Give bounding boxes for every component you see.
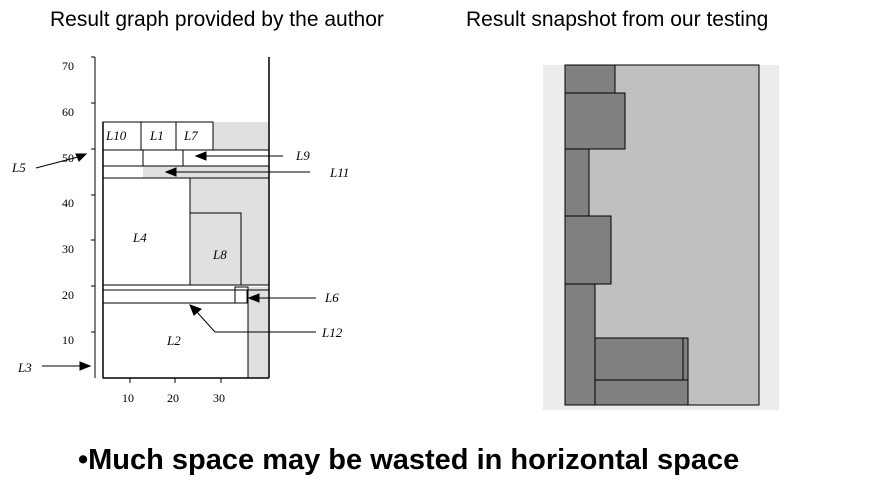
label-L8: L8 [212, 247, 227, 262]
snapshot-block [564, 92, 626, 150]
snapshot-block [564, 64, 616, 94]
caption-author-graph: Result graph provided by the author [50, 8, 384, 31]
snapshot-block [564, 148, 590, 217]
snapshot-block [564, 283, 596, 406]
rect-L9 [102, 149, 270, 167]
y-tick-label: 40 [62, 196, 74, 210]
x-axis-ticks [129, 378, 222, 383]
waste-region-right-column [190, 178, 269, 285]
snapshot-block [594, 337, 684, 381]
label-L3: L3 [17, 360, 32, 375]
y-tick-label: 70 [62, 59, 74, 73]
label-L10: L10 [105, 128, 127, 143]
rect-L12 [102, 289, 248, 304]
x-tick-label: 30 [213, 391, 225, 405]
y-tick-label: 50 [62, 151, 74, 165]
snapshot-block [594, 379, 689, 406]
waste-region-top-right [213, 122, 269, 150]
label-L9: L9 [295, 148, 310, 163]
label-L4: L4 [132, 230, 147, 245]
test-snapshot-diagram [543, 64, 779, 410]
label-L2: L2 [166, 333, 181, 348]
rect-L9-inner [142, 149, 184, 167]
label-L12: L12 [321, 325, 343, 340]
rect-L6-side [234, 286, 249, 304]
x-tick-label: 10 [122, 391, 134, 405]
snapshot-block [564, 215, 612, 285]
label-L5: L5 [11, 160, 26, 175]
y-tick-label: 20 [62, 288, 74, 302]
snapshot-block [682, 337, 689, 381]
label-L11: L11 [329, 165, 349, 180]
y-tick-label: 10 [62, 333, 74, 347]
label-L1: L1 [149, 128, 164, 143]
bottom-note: •Much space may be wasted in horizontal … [78, 444, 740, 476]
author-packing-diagram: 70 60 50 40 30 20 10 10 20 30 L10 L1 L7 … [11, 56, 349, 405]
label-L7: L7 [183, 128, 198, 143]
caption-test-snapshot: Result snapshot from our testing [466, 8, 769, 31]
x-tick-label: 20 [167, 391, 179, 405]
label-L6: L6 [324, 290, 339, 305]
y-tick-label: 60 [62, 105, 74, 119]
y-axis-ticks [91, 56, 95, 333]
y-tick-label: 30 [62, 242, 74, 256]
